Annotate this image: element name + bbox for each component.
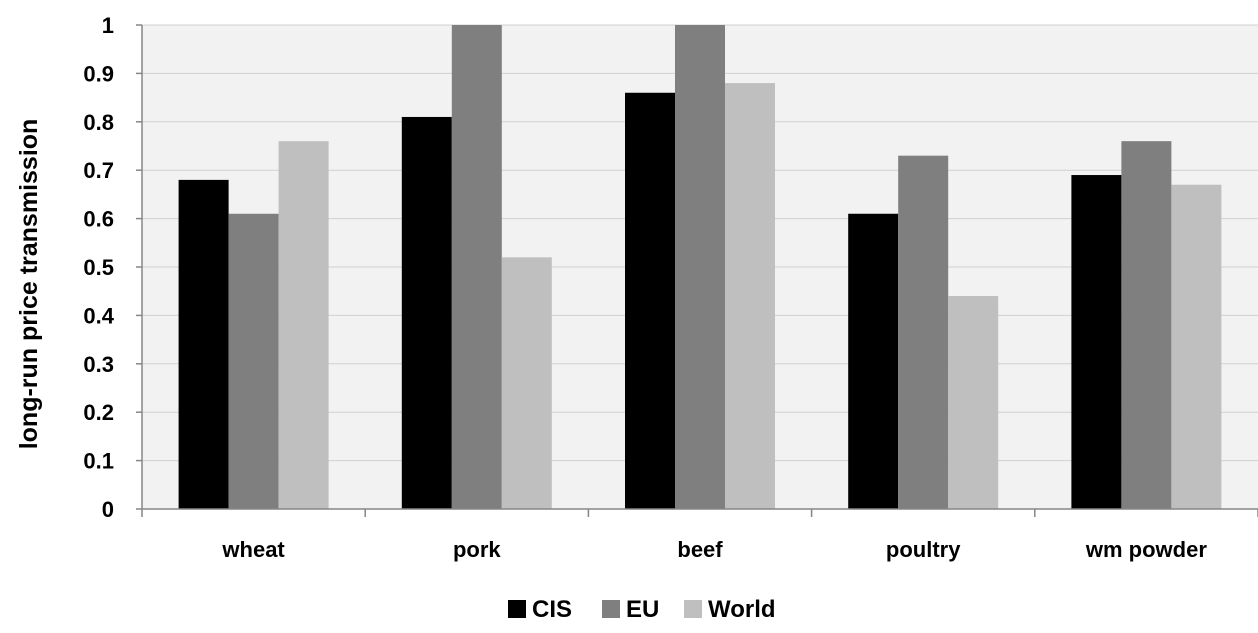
y-tick-label: 1 (102, 13, 114, 38)
bar-eu-beef (675, 25, 725, 509)
legend: CIS EU World (508, 596, 776, 623)
bar-cis-beef (625, 92, 675, 509)
bar-world-wm-powder (1171, 184, 1222, 509)
y-tick-labels: 0 0.1 0.2 0.3 0.4 0.5 0.6 0.7 0.8 0.9 1 (83, 13, 114, 522)
bar-eu-wheat (228, 213, 279, 509)
y-tick-label: 0 (102, 497, 114, 522)
legend-swatch-cis (508, 600, 526, 618)
bar-eu-wm-powder (1121, 141, 1172, 509)
y-tick-label: 0.8 (83, 110, 114, 135)
bar-cis-poultry (848, 213, 899, 509)
bars (178, 25, 1222, 510)
legend-label-eu: EU (626, 596, 659, 623)
bar-cis-pork (401, 116, 452, 510)
y-tick-label: 0.6 (83, 207, 114, 232)
bar-cis-wheat (178, 179, 229, 509)
bar-world-poultry (948, 296, 999, 509)
legend-label-cis: CIS (532, 596, 572, 623)
y-tick-label: 0.3 (83, 352, 114, 377)
y-axis-title: long-run price transmission (15, 119, 43, 450)
y-tick-label: 0.7 (83, 158, 114, 183)
bar-world-beef (725, 83, 775, 509)
x-category-label: wm powder (1085, 537, 1207, 562)
legend-swatch-eu (602, 600, 620, 618)
legend-swatch-world (684, 600, 702, 618)
y-tick-label: 0.5 (83, 255, 114, 280)
y-tick-label: 0.2 (83, 400, 114, 425)
y-tick-label: 0.9 (83, 61, 114, 86)
bar-eu-pork (451, 25, 502, 509)
x-category-label: beef (677, 537, 723, 562)
x-category-label: wheat (221, 537, 285, 562)
x-category-label: pork (453, 537, 501, 562)
axes (136, 24, 1258, 517)
bar-world-wheat (278, 141, 329, 509)
bar-cis-wm-powder (1071, 175, 1122, 510)
y-tick-label: 0.4 (83, 303, 114, 328)
y-tick-label: 0.1 (83, 449, 114, 474)
bar-eu-poultry (898, 155, 949, 509)
bar-world-pork (501, 257, 552, 509)
x-category-label: poultry (886, 537, 961, 562)
legend-label-world: World (708, 596, 776, 623)
x-category-labels: wheat pork beef poultry wm powder (221, 537, 1207, 562)
